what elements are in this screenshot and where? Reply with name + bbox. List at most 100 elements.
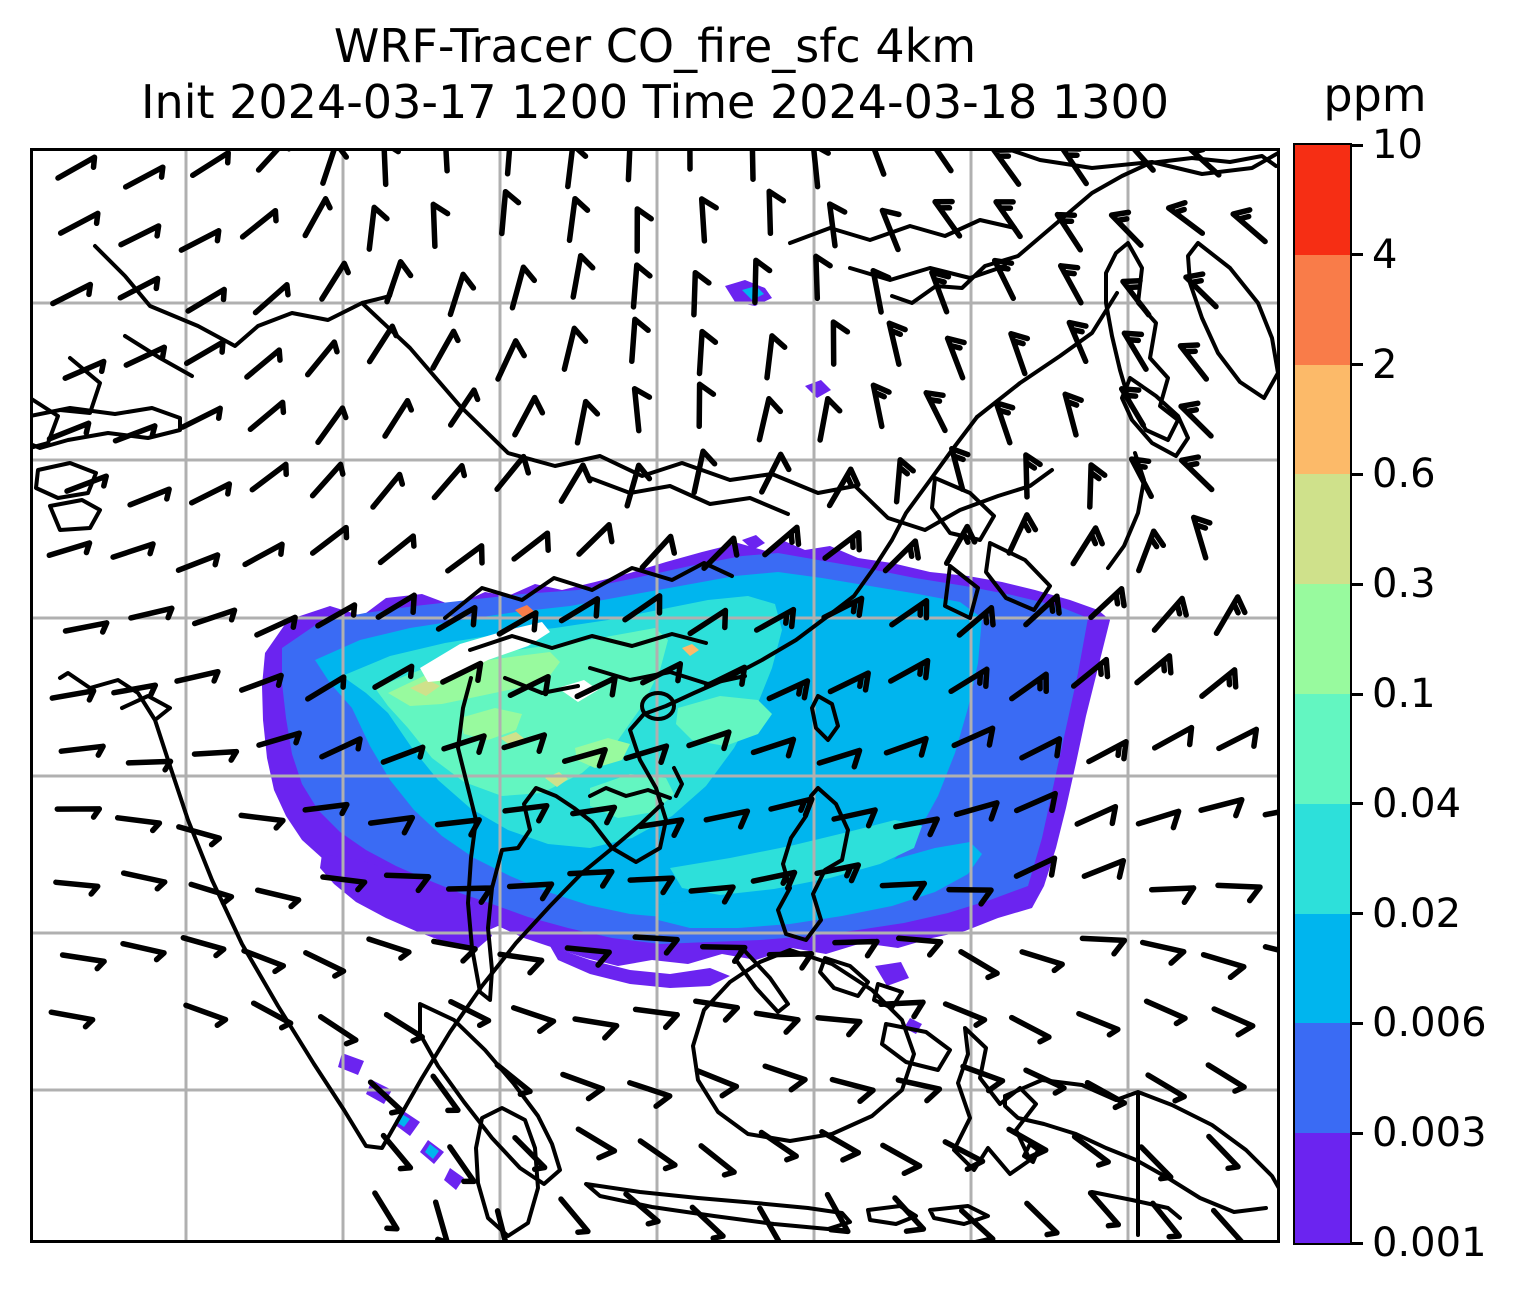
- wind-barb: [693, 998, 741, 1023]
- wind-barb: [1230, 207, 1268, 245]
- wind-barb: [254, 887, 302, 910]
- wind-barb: [383, 1011, 425, 1044]
- wind-barb: [127, 486, 172, 508]
- wind-barb: [302, 801, 350, 817]
- wind-barb: [1138, 1144, 1174, 1182]
- wind-barb: [304, 339, 340, 378]
- wind-barb: [178, 228, 222, 253]
- wind-barb: [1070, 656, 1111, 689]
- wind-barb: [367, 814, 416, 836]
- wind-barb: [943, 523, 978, 566]
- wind-barb: [888, 657, 931, 684]
- wind-barb: [125, 758, 174, 773]
- wind-barb: [632, 934, 680, 956]
- colorbar-tick-label: 0.003: [1372, 1110, 1487, 1157]
- wind-barb: [759, 451, 792, 495]
- wind-barb: [558, 596, 601, 624]
- wind-barb: [622, 593, 663, 623]
- wind-barb: [698, 1143, 737, 1178]
- wind-barb: [1206, 1133, 1241, 1172]
- wind-barb: [176, 824, 223, 848]
- wind-barb: [1215, 882, 1263, 904]
- wind-barb: [634, 206, 654, 254]
- coastline-korea-japan: [1104, 241, 1280, 570]
- wind-barb: [303, 950, 347, 979]
- colorbar-segment: [1295, 693, 1350, 804]
- wind-barb: [320, 874, 368, 893]
- wind-barb: [561, 325, 589, 372]
- wind-barb: [309, 461, 346, 499]
- wind-barb: [821, 595, 865, 621]
- wind-barb: [255, 148, 292, 173]
- wind-barb: [762, 524, 802, 558]
- wind-barb: [1178, 454, 1215, 493]
- wind-barb: [496, 610, 539, 637]
- wind-barb: [895, 935, 944, 958]
- colorbar-segment: [1295, 913, 1350, 1024]
- colorbar-tick: [1350, 1131, 1363, 1135]
- wind-barb: [567, 868, 615, 889]
- wind-barb: [1074, 803, 1119, 827]
- colorbar-tick-label: 10: [1372, 122, 1423, 168]
- wind-barb: [749, 148, 769, 182]
- wind-barb: [956, 605, 996, 638]
- wind-barb: [55, 154, 98, 181]
- wind-barb: [506, 881, 555, 902]
- plume-band-0.001ppm: [805, 380, 831, 398]
- wind-barb: [703, 808, 751, 830]
- wind-barb: [120, 870, 168, 892]
- wind-barb: [699, 943, 748, 965]
- wind-barb: [878, 999, 926, 1020]
- wind-barb: [889, 598, 930, 628]
- wind-barb: [1086, 739, 1129, 765]
- coastline-ne-asia: [788, 148, 1280, 620]
- colorbar-segment: [1295, 803, 1350, 914]
- wind-barb: [1062, 391, 1084, 438]
- wind-barb: [46, 420, 92, 442]
- wind-barb: [54, 806, 103, 820]
- colorbar-segment: [1295, 1023, 1350, 1134]
- wind-barb: [766, 951, 815, 971]
- plot-subtitle: Init 2024-03-17 1200 Time 2024-03-18 130…: [140, 75, 1169, 130]
- wind-barb: [932, 198, 963, 239]
- colorbar-tick: [1350, 912, 1363, 916]
- wind-barb: [430, 328, 461, 371]
- wind-barb: [188, 481, 233, 506]
- wind-barb: [758, 1129, 799, 1163]
- wind-barb: [1118, 386, 1146, 428]
- wind-barb: [946, 886, 994, 907]
- colorbar-tick-label: 0.02: [1372, 890, 1462, 937]
- wind-barb: [447, 1144, 477, 1185]
- wind-barb: [128, 605, 175, 621]
- wind-barb: [512, 1134, 548, 1172]
- wind-barb: [944, 335, 967, 381]
- wind-barb: [637, 817, 685, 839]
- wind-barb: [696, 328, 719, 377]
- wind-barb: [1151, 724, 1195, 751]
- wind-barb: [241, 948, 287, 975]
- wind-barb: [892, 1195, 927, 1234]
- wind-barb: [1084, 1079, 1128, 1111]
- wind-barb: [816, 747, 863, 770]
- colorbar-tick: [1350, 582, 1363, 586]
- wind-barb: [627, 875, 675, 896]
- colorbar-tick-label: 0.04: [1372, 780, 1462, 827]
- wind-barb: [631, 386, 653, 434]
- wind-barb: [575, 1126, 618, 1161]
- wind-barb: [1079, 935, 1128, 957]
- wind-barb: [762, 1063, 808, 1093]
- plume-band-0.001ppm: [818, 756, 922, 1034]
- colorbar-tick: [1350, 1021, 1363, 1025]
- wind-barb: [752, 257, 773, 306]
- wind-barb: [886, 320, 908, 367]
- wind-barb: [942, 1139, 986, 1172]
- wind-barb: [430, 1073, 461, 1114]
- wind-barb: [244, 347, 283, 380]
- wind-barb: [1177, 342, 1210, 382]
- colorbar-tick-label: 4: [1372, 231, 1398, 278]
- wind-barb: [948, 666, 990, 695]
- wind-barb: [630, 262, 653, 310]
- wind-barb: [993, 400, 1016, 446]
- wind-barb: [1071, 1133, 1111, 1168]
- wind-barb: [383, 872, 432, 894]
